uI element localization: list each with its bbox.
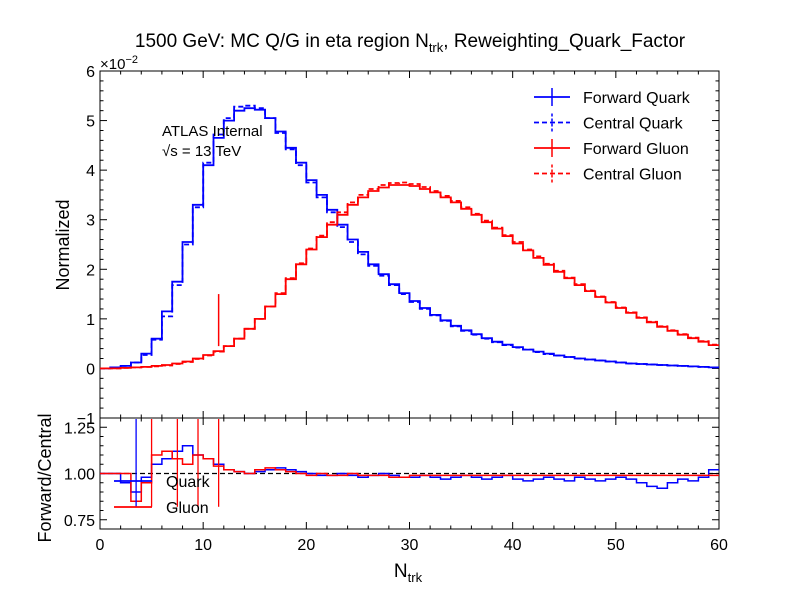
legend-label: Forward Gluon: [583, 141, 689, 158]
bottom-panel-series: [100, 419, 719, 507]
ratio-line-gluon: [100, 450, 719, 503]
y-tick-label: 3: [86, 213, 95, 230]
legend-label: Forward Quark: [583, 90, 691, 107]
sci-exponent: −2: [125, 54, 138, 66]
y-tick-label: 0: [86, 361, 95, 378]
x-tick-label: 20: [297, 537, 315, 554]
y-tick-label: 6: [86, 64, 95, 81]
atlas-label: ATLAS Internal: [162, 123, 263, 140]
x-tick-label: 30: [401, 537, 419, 554]
ratio-y-tick-label: 0.75: [64, 513, 95, 530]
series-line-central-gluon: [100, 181, 719, 370]
ratio-y-tick-label: 1.00: [64, 467, 95, 484]
sci-multiplier: ×10−2: [100, 54, 138, 73]
ratio-legend-label: Quark: [166, 474, 211, 491]
y-tick-label: 2: [86, 262, 95, 279]
x-tick-label: 40: [504, 537, 522, 554]
x-tick-label: 10: [194, 537, 212, 554]
chart-title: 1500 GeV: MC Q/G in eta region Ntrk, Rew…: [135, 31, 686, 55]
top-panel-series: [100, 104, 719, 370]
ratio-legend: Quark Gluon: [114, 474, 211, 517]
y-axis-label-top: Normalized: [53, 199, 73, 290]
x-tick-label: 50: [607, 537, 625, 554]
y-tick-label: 4: [86, 163, 95, 180]
ratio-y-tick-label: 1.25: [64, 420, 95, 437]
x-tick-label: 0: [96, 537, 105, 554]
series-line-central-quark: [100, 104, 719, 370]
y-axis-label-bottom: Forward/Central: [35, 413, 55, 542]
chart-title-suffix: , Reweighting_Quark_Factor: [443, 31, 686, 52]
legend-label: Central Quark: [583, 116, 684, 133]
x-axis-label-sub: trk: [408, 570, 423, 585]
x-axis-ticks: 0 10 20 30 40 50 60: [96, 71, 728, 554]
energy-label: √s = 13 TeV: [162, 143, 241, 160]
chart-title-sub: trk: [429, 40, 444, 55]
x-tick-label: 60: [710, 537, 728, 554]
chart-title-main: 1500 GeV: MC Q/G in eta region N: [135, 31, 429, 52]
ratio-legend-label: Gluon: [166, 500, 209, 517]
legend-label: Central Gluon: [583, 167, 682, 184]
legend: Forward Quark Central Quark Forward Gluon C…: [534, 88, 691, 184]
top-panel-ticks: −1 0 1 2 3 4 5 6: [77, 64, 719, 428]
y-tick-label: 1: [86, 312, 95, 329]
x-axis-label: Ntrk: [394, 561, 423, 585]
y-tick-label: −1: [77, 411, 95, 428]
y-tick-label: 5: [86, 114, 95, 131]
